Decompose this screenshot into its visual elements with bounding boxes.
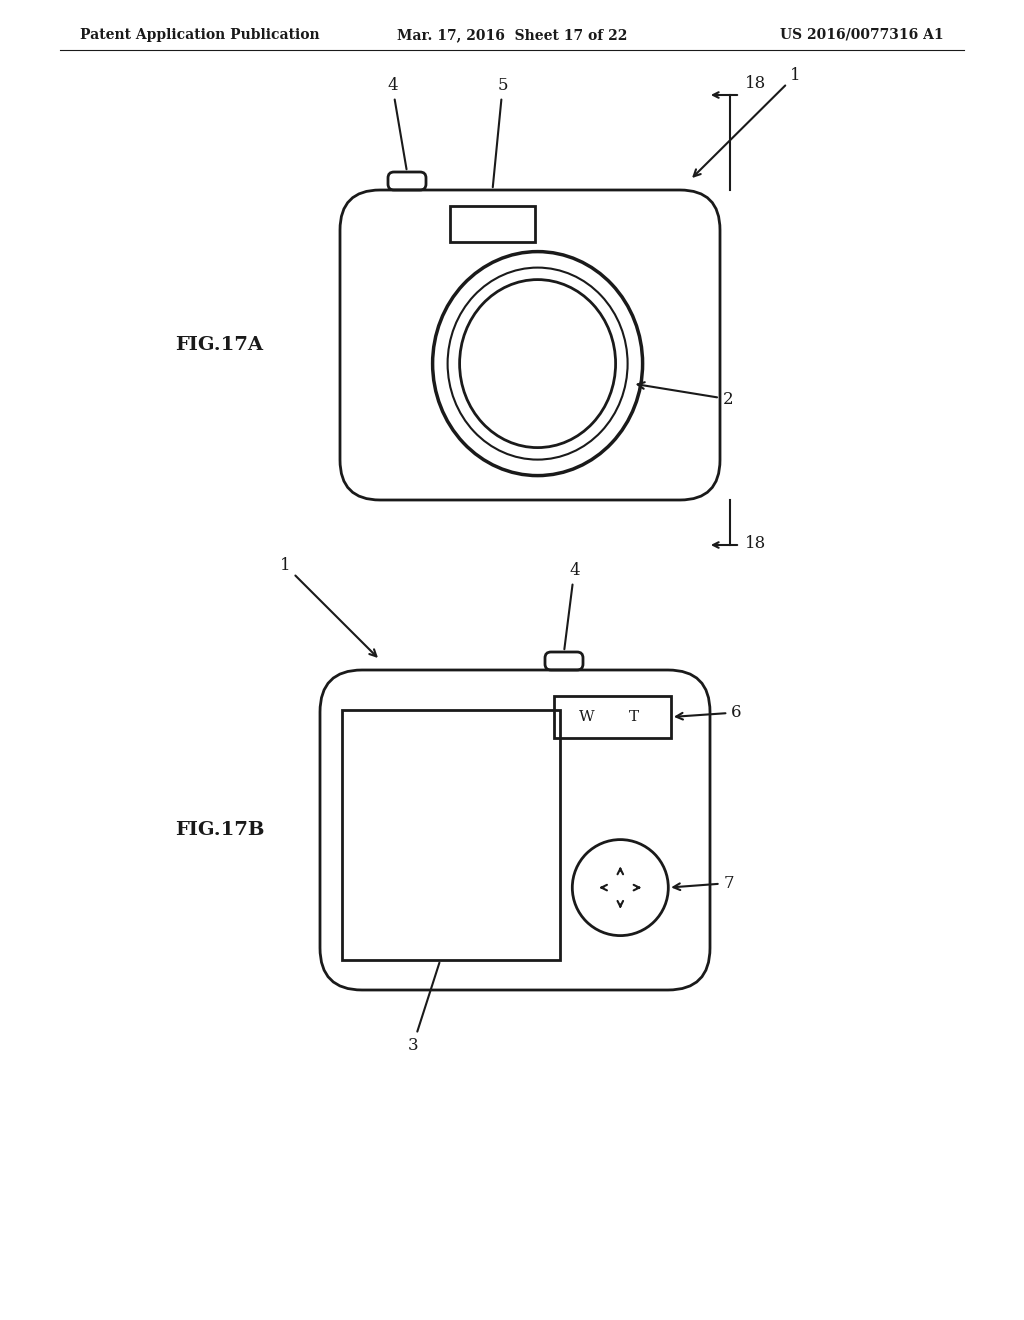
Text: 6: 6 (676, 704, 741, 721)
Text: 4: 4 (387, 77, 407, 169)
Text: W: W (579, 710, 595, 723)
Bar (554, 696, 671, 738)
Text: Mar. 17, 2016  Sheet 17 of 22: Mar. 17, 2016 Sheet 17 of 22 (397, 28, 627, 42)
Bar (450, 206, 535, 242)
Text: Patent Application Publication: Patent Application Publication (80, 28, 319, 42)
Bar (342, 710, 560, 960)
Text: 18: 18 (745, 535, 766, 552)
Text: T: T (629, 710, 639, 723)
Text: 4: 4 (564, 562, 580, 649)
Text: 18: 18 (745, 75, 766, 92)
Text: 1: 1 (693, 67, 801, 177)
Text: 7: 7 (674, 875, 734, 891)
Text: 5: 5 (493, 77, 508, 187)
Text: 1: 1 (280, 557, 377, 656)
Text: FIG.17A: FIG.17A (175, 337, 263, 354)
Text: FIG.17B: FIG.17B (175, 821, 264, 840)
Text: 2: 2 (638, 383, 733, 408)
Text: 3: 3 (408, 962, 439, 1053)
Text: US 2016/0077316 A1: US 2016/0077316 A1 (780, 28, 944, 42)
